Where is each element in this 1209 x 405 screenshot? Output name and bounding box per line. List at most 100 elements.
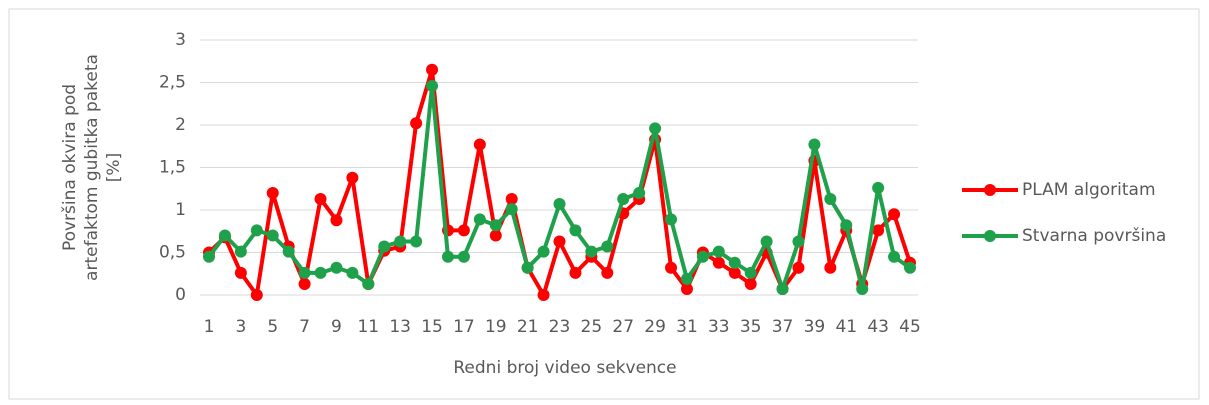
x-tick-label: 7 xyxy=(299,317,310,337)
x-tick-label: 25 xyxy=(581,317,603,337)
legend-label: Stvarna površina xyxy=(1022,226,1166,246)
data-point xyxy=(665,261,678,274)
data-point xyxy=(633,187,646,199)
data-point xyxy=(776,283,789,296)
data-point xyxy=(473,213,486,226)
data-point xyxy=(298,266,311,279)
x-tick-label: 3 xyxy=(235,317,246,337)
data-point xyxy=(330,214,343,227)
chart-border xyxy=(8,8,1200,400)
data-point xyxy=(537,245,550,258)
data-point xyxy=(601,240,614,253)
data-point xyxy=(346,266,359,279)
data-point xyxy=(426,79,439,92)
y-tick-label: 2,5 xyxy=(159,73,186,93)
data-point xyxy=(840,219,853,232)
legend-marker xyxy=(984,230,996,242)
x-tick-label: 23 xyxy=(549,317,571,337)
data-point xyxy=(665,213,678,226)
data-point xyxy=(266,187,279,199)
data-point xyxy=(505,203,518,216)
data-point xyxy=(617,192,630,205)
data-point xyxy=(680,272,693,285)
data-point xyxy=(569,224,582,237)
data-point xyxy=(266,229,279,242)
data-point xyxy=(856,283,869,296)
data-point xyxy=(473,138,486,151)
data-point xyxy=(250,289,263,301)
x-tick-label: 33 xyxy=(708,317,730,337)
x-tick-label: 19 xyxy=(485,317,507,337)
data-point xyxy=(234,266,247,279)
data-point xyxy=(394,235,407,248)
data-point xyxy=(234,245,247,258)
x-tick-label: 17 xyxy=(453,317,475,337)
data-point xyxy=(457,250,470,263)
data-point xyxy=(378,240,391,253)
data-point xyxy=(330,261,343,274)
legend-label: PLAM algoritam xyxy=(1022,180,1156,200)
data-point xyxy=(521,261,534,274)
x-tick-label: 31 xyxy=(676,317,698,337)
data-point xyxy=(346,171,359,184)
data-point xyxy=(298,277,311,290)
data-point xyxy=(904,261,916,274)
series-line xyxy=(207,67,912,297)
data-point xyxy=(744,277,757,290)
data-point xyxy=(888,208,901,221)
x-tick-label: 35 xyxy=(740,317,762,337)
data-point xyxy=(888,250,901,263)
data-point xyxy=(314,266,327,279)
y-tick-label: 0 xyxy=(175,285,186,305)
data-point xyxy=(792,235,805,248)
x-tick-label: 41 xyxy=(835,317,857,337)
data-point xyxy=(760,235,773,248)
data-point xyxy=(601,266,614,279)
data-point xyxy=(441,250,454,263)
x-tick-label: 39 xyxy=(804,317,826,337)
y-tick-label: 0,5 xyxy=(159,243,186,263)
data-point xyxy=(728,256,741,269)
y-tick-label: 2 xyxy=(175,115,186,135)
data-point xyxy=(792,261,805,274)
data-point xyxy=(569,266,582,279)
data-point xyxy=(489,229,502,242)
x-tick-label: 29 xyxy=(644,317,666,337)
data-point xyxy=(282,245,295,258)
data-point xyxy=(203,250,215,263)
data-point xyxy=(824,261,837,274)
legend-marker xyxy=(984,184,996,196)
y-tick-label: 3 xyxy=(175,30,186,50)
data-point xyxy=(712,245,725,258)
data-point xyxy=(505,192,518,205)
x-tick-label: 5 xyxy=(267,317,278,337)
data-point xyxy=(250,224,263,237)
data-point xyxy=(808,138,821,151)
data-point xyxy=(553,198,566,211)
data-point xyxy=(744,266,757,279)
y-tick-label: 1 xyxy=(175,200,186,220)
data-point xyxy=(728,266,741,279)
data-point xyxy=(362,277,375,290)
data-point xyxy=(680,283,693,296)
series-line xyxy=(207,83,912,292)
x-axis-title: Redni broj video sekvence xyxy=(453,358,676,378)
data-point xyxy=(696,250,709,263)
x-tick-label: 37 xyxy=(772,317,794,337)
data-point xyxy=(489,219,502,232)
x-tick-label: 1 xyxy=(204,317,215,337)
data-point xyxy=(457,224,470,237)
x-tick-label: 15 xyxy=(421,317,443,337)
data-point xyxy=(585,245,598,258)
x-tick-label: 27 xyxy=(612,317,634,337)
data-point xyxy=(537,289,550,301)
data-point xyxy=(872,224,885,237)
x-tick-label: 45 xyxy=(899,317,921,337)
y-axis-title: Površina okvira pod artefaktom gubitka pa… xyxy=(60,54,124,281)
data-point xyxy=(426,63,439,76)
data-point xyxy=(218,229,231,242)
x-tick-label: 9 xyxy=(331,317,342,337)
x-tick-label: 21 xyxy=(517,317,539,337)
x-tick-label: 13 xyxy=(389,317,411,337)
